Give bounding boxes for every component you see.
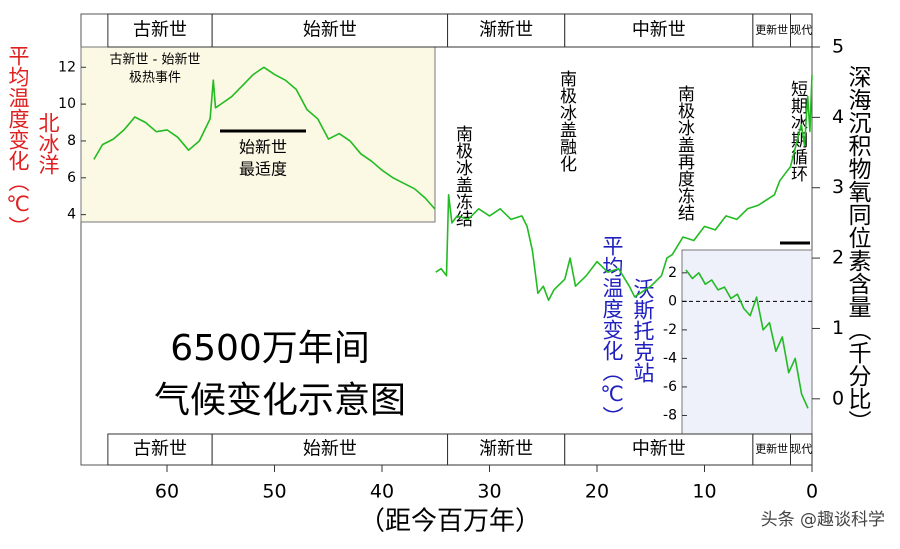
y-tick-label: 3 [832, 176, 844, 198]
annotation: 极热事件 [129, 71, 181, 86]
y-tick-label: -8 [663, 407, 677, 423]
annotation: 始新世 [239, 138, 287, 157]
y-tick-label: 2 [832, 247, 844, 269]
epoch-label: 古新世 [133, 20, 187, 41]
arctic-inset [80, 46, 436, 223]
y-tick-label: 4 [832, 106, 844, 128]
annotation: 最适度 [239, 160, 287, 179]
epoch-box [790, 13, 813, 48]
y-tick-label: -6 [663, 379, 677, 395]
epoch-box [790, 433, 813, 466]
epoch-label: 现代 [790, 24, 812, 37]
y-tick-label: 1 [832, 317, 844, 339]
epoch-label: 中新世 [632, 439, 686, 460]
x-tick-label: 40 [370, 481, 394, 503]
x-axis-label: （距今百万年） [359, 507, 541, 537]
epoch-label: 渐新世 [479, 439, 533, 460]
x-tick-label: 0 [806, 481, 818, 503]
data-line [685, 269, 809, 409]
y-axis-label: 平均温度变化（℃） [6, 45, 30, 237]
y-tick-label: 8 [67, 133, 76, 149]
epoch-box [107, 13, 213, 48]
subtitle: 气候变化示意图 [154, 380, 406, 421]
location-label: 沃斯托克站 [631, 278, 655, 383]
epoch-label: 现代 [790, 443, 812, 456]
epoch-box [447, 433, 566, 466]
x-tick-label: 10 [692, 481, 716, 503]
x-tick-label: 30 [477, 481, 501, 503]
y-tick-label: 0 [832, 387, 844, 409]
epoch-label: 始新世 [303, 439, 357, 460]
y-tick-label: 2 [668, 265, 677, 281]
epoch-box [211, 433, 449, 466]
y-tick-label: 10 [58, 96, 76, 112]
y-tick-label: 5 [832, 36, 844, 58]
location-label: 北冰洋 [36, 112, 60, 175]
annotation: 南极冰盖再度冻结 [674, 85, 695, 221]
watermark: 头条 @趣谈科学 [761, 510, 885, 530]
epoch-label: 更新世 [755, 442, 788, 456]
epoch-box [564, 13, 754, 48]
annotation: 南极冰盖融化 [556, 70, 577, 172]
data-line [435, 75, 813, 302]
epoch-label: 渐新世 [479, 20, 533, 41]
y-tick-label: -4 [663, 350, 677, 366]
data-line [93, 66, 436, 210]
annotation: 南极冰盖冻结 [452, 125, 473, 227]
epoch-box [752, 433, 791, 466]
title: 6500万年间 [170, 328, 370, 369]
y-tick-label: 4 [67, 207, 76, 223]
epoch-label: 中新世 [632, 20, 686, 41]
epoch-box [211, 13, 449, 48]
x-tick-label: 60 [155, 481, 179, 503]
epoch-label: 更新世 [755, 23, 788, 37]
annotation: 短期冰期循环 [787, 80, 808, 182]
y-tick-label: -2 [663, 322, 677, 338]
epoch-label: 古新世 [133, 439, 187, 460]
y-tick-label: 0 [668, 293, 677, 309]
epoch-box [447, 13, 566, 48]
y-axis-label: 平均温度变化（℃） [600, 235, 624, 427]
y-tick-label: 12 [58, 59, 76, 75]
x-tick-label: 50 [262, 481, 286, 503]
x-tick-label: 20 [585, 481, 609, 503]
epoch-box [107, 433, 213, 466]
epoch-box [564, 433, 754, 466]
epoch-label: 始新世 [303, 20, 357, 41]
annotation: 古新世 - 始新世 [110, 52, 201, 68]
y-axis-label: 深海沉积物氧同位素含量（千分比） [844, 65, 872, 433]
y-tick-label: 6 [67, 170, 76, 186]
